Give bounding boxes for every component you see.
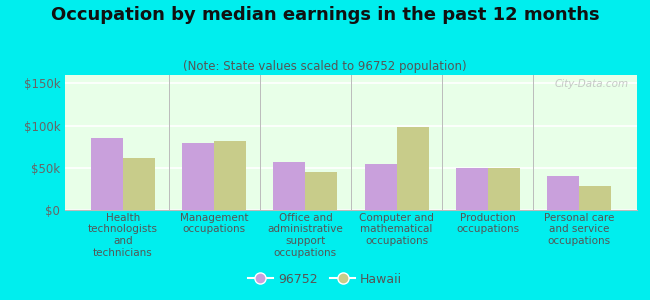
Bar: [365, 164, 396, 210]
Bar: [396, 127, 428, 210]
Bar: [547, 176, 579, 210]
Bar: [123, 158, 155, 210]
Text: (Note: State values scaled to 96752 population): (Note: State values scaled to 96752 popu…: [183, 60, 467, 73]
Bar: [488, 168, 520, 210]
Text: City-Data.com: City-Data.com: [554, 79, 629, 89]
Bar: [91, 138, 123, 210]
Legend: 96752, Hawaii: 96752, Hawaii: [243, 268, 407, 291]
Bar: [274, 162, 305, 210]
Text: Occupation by median earnings in the past 12 months: Occupation by median earnings in the pas…: [51, 6, 599, 24]
Bar: [306, 172, 337, 210]
Bar: [456, 168, 488, 210]
Bar: [214, 141, 246, 210]
Bar: [579, 185, 611, 210]
Bar: [182, 143, 214, 210]
